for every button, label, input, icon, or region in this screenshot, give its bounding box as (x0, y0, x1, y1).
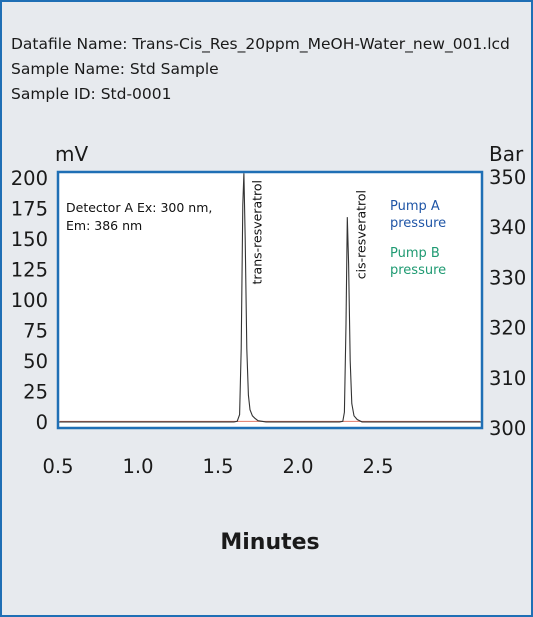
plot-border (56, 170, 484, 430)
y2-tick-label: 310 (489, 367, 526, 390)
y-tick-label: 200 (11, 167, 48, 190)
plot-area (58, 172, 482, 428)
datafile-name: Datafile Name: Trans-Cis_Res_20ppm_MeOH-… (11, 35, 510, 53)
y2-tick-label: 340 (489, 216, 526, 239)
x-tick-label: 1.5 (202, 455, 233, 478)
peak-label-cis-resveratrol: cis-resveratrol (354, 190, 369, 279)
y-tick-label: 75 (23, 319, 48, 342)
legend-entry-line2: pressure (390, 216, 446, 231)
sample-name: Sample Name: Std Sample (11, 60, 219, 78)
y-axis-unit: mV (55, 142, 88, 166)
y2-axis-unit: Bar (489, 142, 524, 166)
x-tick-label: 0.5 (42, 455, 73, 478)
y-tick-label: 25 (23, 380, 48, 403)
x-tick-label: 1.0 (122, 455, 153, 478)
x-tick-label: 2.0 (282, 455, 313, 478)
legend-entry-line2: pressure (390, 263, 446, 278)
detector-annotation-line2: Em: 386 nm (66, 218, 142, 233)
sample-id: Sample ID: Std-0001 (11, 85, 172, 103)
y-tick-label: 175 (11, 198, 48, 221)
y2-tick-label: 320 (489, 317, 526, 340)
peak-label-trans-resveratrol: trans-resveratrol (250, 180, 265, 285)
y-tick-label: 100 (11, 289, 48, 312)
x-axis-title: Minutes (220, 530, 319, 555)
chromatogram-trace (58, 173, 482, 423)
legend-entry-line1: Pump B (390, 246, 440, 261)
y-tick-label: 150 (11, 228, 48, 251)
detector-annotation-line1: Detector A Ex: 300 nm, (66, 200, 212, 215)
y-tick-label: 50 (23, 350, 48, 373)
y-tick-label: 125 (11, 259, 48, 282)
y2-tick-label: 330 (489, 266, 526, 289)
y-tick-label: 0 (36, 411, 48, 434)
y2-tick-label: 300 (489, 417, 526, 440)
y2-tick-label: 350 (489, 166, 526, 189)
legend-entry-line1: Pump A (390, 199, 440, 214)
x-tick-label: 2.5 (362, 455, 393, 478)
